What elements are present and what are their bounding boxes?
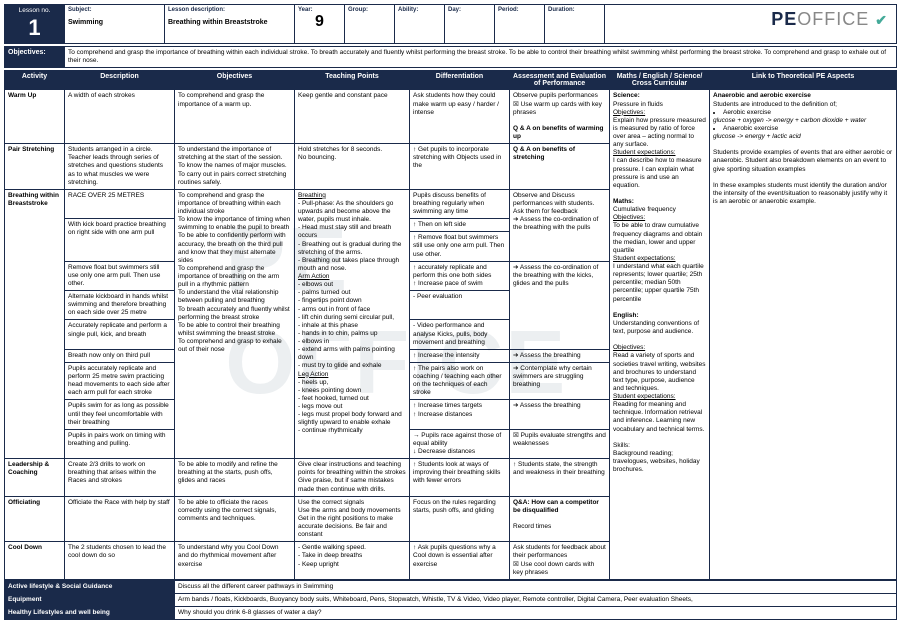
officiating-assess: Q&A: How can a competitor be disqualifie… <box>510 496 610 542</box>
breathing-d9: Pupils in pairs work on timing with brea… <box>65 429 175 458</box>
pair-assess: Q & A on benefits of stretching <box>510 144 610 190</box>
hl-label: Healthy Lifestyles and well being <box>5 607 175 620</box>
pair-desc: Students arranged in a circle. Teacher l… <box>65 144 175 190</box>
ability-label: Ability: <box>398 7 441 13</box>
breathing-d7: Pupils accurately replicate and perform … <box>65 362 175 400</box>
breathing-df1: Pupils discuss benefits of breathing reg… <box>410 189 510 218</box>
breathing-a7: ☒ Pupils evaluate strengths and weakness… <box>510 429 610 458</box>
link-cell: Anaerobic and aerobic exercise Students … <box>710 90 897 579</box>
officiating-desc: Officiate the Race with help by staff <box>65 496 175 542</box>
officiating-tp: Use the correct signals Use the arms and… <box>295 496 410 542</box>
cooldown-obj: To understand why you Cool Down and do r… <box>175 542 295 580</box>
breathing-df4: ↑ accurately replicate and perform this … <box>410 261 510 290</box>
cooldown-activity: Cool Down <box>5 542 65 580</box>
objectives-table: Objectives: To comprehend and grasp the … <box>4 46 897 68</box>
al-text: Discuss all the different career pathway… <box>175 580 897 593</box>
breathing-df2: ↑ Then on left side <box>410 219 510 232</box>
desc-value: Breathing within Breaststroke <box>168 19 291 26</box>
day-label: Day: <box>448 7 491 13</box>
breathing-d4: Alternate kickboard in hands whilst swim… <box>65 291 175 320</box>
warmup-tp: Keep gentle and constant pace <box>295 90 410 144</box>
group-label: Group: <box>348 7 391 13</box>
cross-cell: Science: Pressure in fluids Objectives: … <box>610 90 710 579</box>
breathing-d2: With kick board practice breathing on ri… <box>65 219 175 262</box>
breathing-d8: Pupils swim for as long as possible unti… <box>65 400 175 429</box>
logo: PEOFFICE ✔ <box>771 9 888 29</box>
pair-diff: ↑ Get pupils to incorporate stretching w… <box>410 144 510 190</box>
warmup-diff: Ask students how they could make warm up… <box>410 90 510 144</box>
warmup-activity: Warm Up <box>5 90 65 144</box>
header-table: Lesson no. 1 Subject: Swimming Lesson de… <box>4 4 897 44</box>
desc-label: Lesson description: <box>168 7 291 13</box>
duration-label: Duration: <box>548 7 601 13</box>
officiating-diff: Focus on the rules regarding starts, pus… <box>410 496 510 542</box>
pair-activity: Pair Stretching <box>5 144 65 190</box>
footer-table: Active lifestyle & Social Guidance Discu… <box>4 580 897 620</box>
breathing-df12: → Pupils race against those of equal abi… <box>410 429 510 458</box>
objectives-text: To comprehend and grasp the importance o… <box>65 47 897 68</box>
leadership-activity: Leadership & Coaching <box>5 459 65 497</box>
leadership-obj: To be able to modify and refine the brea… <box>175 459 295 497</box>
year-value: 9 <box>298 13 341 31</box>
col-cross: Maths / English / Science/ Cross Curricu… <box>610 71 710 90</box>
breathing-d5: Accurately replicate and perform a singl… <box>65 320 175 349</box>
col-diff: Differentiation <box>410 71 510 90</box>
breathing-d1: RACE OVER 25 METRES <box>65 189 175 218</box>
breathing-d3: Remove float but swimmers still use only… <box>65 261 175 290</box>
col-teaching: Teaching Points <box>295 71 410 90</box>
breathing-a5: ➔ Contemplate why certain swimmers are s… <box>510 362 610 400</box>
cooldown-diff: ↑ Ask pupils questions why a Cool down i… <box>410 542 510 580</box>
cooldown-assess: Ask students for feedback about their pe… <box>510 542 610 580</box>
breathing-d6: Breath now only on third pull <box>65 349 175 362</box>
cooldown-tp: - Gentle walking speed. - Take in deep b… <box>295 542 410 580</box>
cooldown-desc: The 2 students chosen to lead the cool d… <box>65 542 175 580</box>
hl-text: Why should you drink 6-8 glasses of wate… <box>175 607 897 620</box>
main-table: Activity Description Objectives Teaching… <box>4 70 897 579</box>
leadership-desc: Create 2/3 drills to work on breathing t… <box>65 459 175 497</box>
leadership-assess: ↑ Students state, the strength and weakn… <box>510 459 610 497</box>
leadership-tp: Give clear instructions and teaching poi… <box>295 459 410 497</box>
col-description: Description <box>65 71 175 90</box>
objectives-label: Objectives: <box>5 47 65 68</box>
breathing-a1: Observe and Discuss performances with st… <box>510 189 610 261</box>
breathing-obj: To comprehend and grasp the importance o… <box>175 189 295 458</box>
breathing-df3: ↑ Remove float but swimmers still use on… <box>410 232 510 261</box>
officiating-activity: Officiating <box>5 496 65 542</box>
breathing-a4: ➔ Assess the breathing <box>510 349 610 362</box>
col-link: Link to Theoretical PE Aspects <box>710 71 897 90</box>
period-label: Period: <box>498 7 541 13</box>
col-objectives: Objectives <box>175 71 295 90</box>
officiating-obj: To be able to officiate the races correc… <box>175 496 295 542</box>
subject-value: Swimming <box>68 19 161 26</box>
pair-tp: Hold stretches for 8 seconds.No bouncing… <box>295 144 410 190</box>
lesson-no-value: 1 <box>8 15 61 41</box>
warmup-assess: Observe pupils performances ☒ Use warm u… <box>510 90 610 144</box>
breathing-tp: Breathing - Pull-phase: As the shoulders… <box>295 189 410 458</box>
breathing-df7: - Video performance and analyse Kicks, p… <box>410 320 510 349</box>
breathing-df10: ↑ Increase times targets↑ Increase dista… <box>410 400 510 429</box>
col-activity: Activity <box>5 71 65 90</box>
eq-text: Arm bands / floats, Kickboards, Buoyancy… <box>175 593 897 606</box>
breathing-df6: - Peer evaluation <box>410 291 510 320</box>
eq-label: Equipment <box>5 593 175 606</box>
lesson-no-label: Lesson no. <box>8 7 61 15</box>
breathing-activity: Breathing within Breaststroke <box>5 189 65 458</box>
warmup-desc: A width of each strokes <box>65 90 175 144</box>
breathing-a3: ➔ Assess the co-ordination of the breath… <box>510 261 610 349</box>
al-label: Active lifestyle & Social Guidance <box>5 580 175 593</box>
breathing-df8: ↑ Increase the intensity <box>410 349 510 362</box>
leadership-diff: ↑ Students look at ways of improving the… <box>410 459 510 497</box>
col-assess: Assessment and Evaluation of Performance <box>510 71 610 90</box>
breathing-df9: ↑ The pairs also work on coaching / teac… <box>410 362 510 400</box>
pair-obj: To understand the importance of stretchi… <box>175 144 295 190</box>
breathing-a6: ➔ Assess the breathing <box>510 400 610 429</box>
subject-label: Subject: <box>68 7 161 13</box>
warmup-obj: To comprehend and grasp the importance o… <box>175 90 295 144</box>
